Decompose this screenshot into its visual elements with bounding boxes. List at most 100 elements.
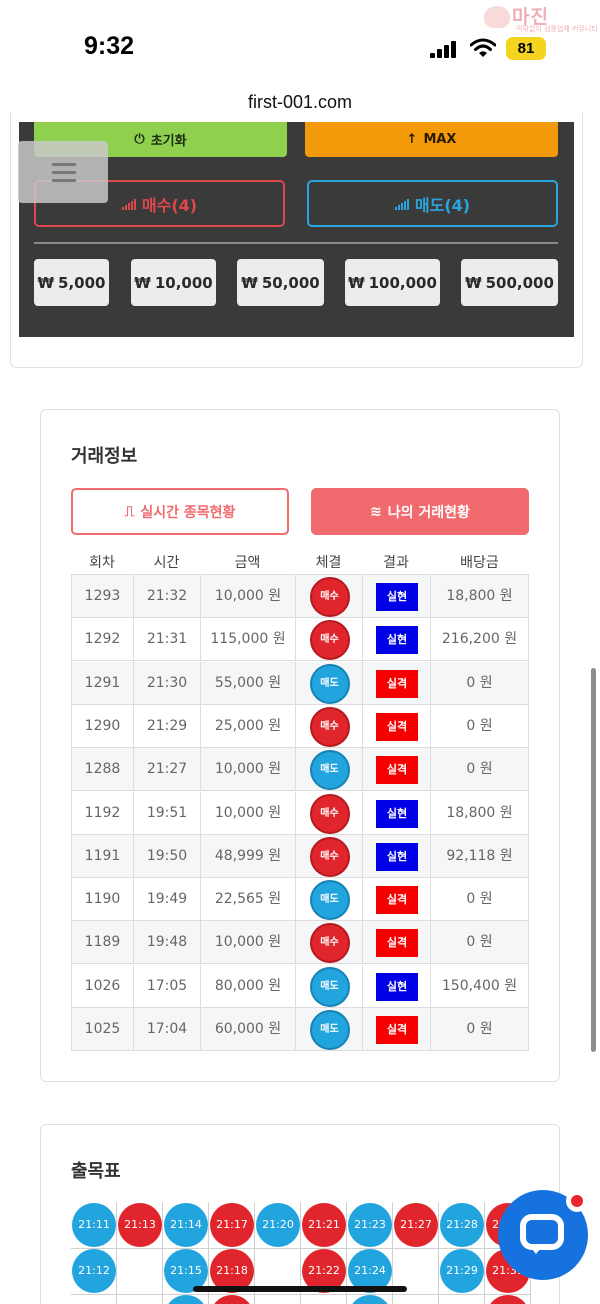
watermark-subtitle: 먹튀없이 검증업체 커뮤니티: [516, 25, 598, 33]
history-result-circle: [486, 1295, 530, 1304]
chat-icon-tail: [528, 1244, 544, 1254]
cell-side: 매도: [296, 1008, 363, 1051]
cell-side: 매도: [296, 964, 363, 1008]
sell-badge: 매도: [309, 966, 350, 1007]
cell-time: 17:05: [134, 964, 201, 1008]
won-icon: ₩: [348, 273, 365, 292]
cell-amount: 80,000 원: [201, 964, 296, 1008]
cell-round: 1293: [72, 575, 134, 618]
cell-payout: 0 원: [466, 717, 493, 734]
cell-amount: 60,000 원: [201, 1008, 296, 1051]
cell-time: 19:51: [134, 791, 201, 835]
cell-amount: 10,000 원: [201, 921, 296, 965]
cell-round: 1288: [72, 748, 134, 792]
tab-mine-label: 나의 거래현황: [387, 504, 470, 521]
address-bar[interactable]: first-001.com: [247, 92, 353, 112]
cell-side: 매도: [296, 748, 363, 792]
realized-badge: 실현: [376, 799, 418, 828]
cell-result: 실현: [363, 575, 431, 618]
notification-dot: [566, 1190, 588, 1212]
history-result-circle: 21:29: [440, 1249, 484, 1293]
cell-side: 매수: [296, 834, 363, 878]
won-icon: ₩: [465, 273, 482, 292]
cell-side: 매수: [296, 791, 363, 835]
grid-column-line: [163, 1202, 209, 1304]
history-result-circle: 21:22: [302, 1249, 346, 1293]
cell-payout: 216,200 원: [441, 631, 518, 648]
signal-bars-icon: [121, 198, 136, 210]
won-icon: ₩: [241, 273, 258, 292]
amount-button-10000[interactable]: ₩ 10,000: [131, 259, 216, 306]
buy-badge: 매수: [309, 793, 350, 834]
table-row: 1288 21:27 10,000 원 매도 실격 0 원: [72, 748, 528, 792]
grid-column-line: [117, 1202, 163, 1304]
history-result-circle: 21:27: [394, 1203, 438, 1247]
buy-badge: 매수: [309, 923, 350, 964]
home-indicator[interactable]: [193, 1286, 407, 1292]
cell-round: 1026: [72, 964, 134, 1008]
cell-time: 21:29: [134, 704, 201, 748]
realized-badge: 실현: [376, 626, 418, 655]
battery-indicator: 81: [506, 37, 546, 60]
table-row: 1026 17:05 80,000 원 매도 실현 150,400 원: [72, 964, 528, 1008]
history-result-circle: 21:13: [118, 1203, 162, 1247]
amount-button-100000[interactable]: ₩ 100,000: [345, 259, 440, 306]
cell-result: 실현: [363, 834, 431, 878]
tab-live-status[interactable]: ⎍ 실시간 종목현황: [71, 488, 289, 535]
history-result-circle: 21:17: [210, 1203, 254, 1247]
column-header-result: 결과: [383, 555, 409, 571]
cell-time: 17:04: [134, 1008, 201, 1051]
menu-toggle-button[interactable]: [18, 141, 108, 203]
cell-result: 실격: [363, 704, 431, 748]
cell-amount: 10,000 원: [201, 575, 296, 618]
history-result-circle: 21:11: [72, 1203, 116, 1247]
cell-amount: 115,000 원: [201, 618, 296, 662]
table-row: 1190 19:49 22,565 원 매도 실격 0 원: [72, 878, 528, 922]
cell-amount: 10,000 원: [201, 748, 296, 792]
failed-badge: 실격: [376, 886, 418, 915]
amount-label: 5,000: [58, 273, 106, 292]
amount-button-500000[interactable]: ₩ 500,000: [461, 259, 558, 306]
table-row: 1191 19:50 48,999 원 매수 실현 92,118 원: [72, 834, 528, 878]
wifi-icon: [470, 38, 496, 57]
cell-payout: 0 원: [466, 761, 493, 778]
tab-live-label: 실시간 종목현황: [140, 504, 236, 521]
realized-badge: 실현: [376, 972, 418, 1001]
failed-badge: 실격: [376, 669, 418, 698]
cell-amount: 25,000 원: [201, 704, 296, 748]
table-row: 1189 19:48 10,000 원 매수 실격 0 원: [72, 921, 528, 965]
grid-column-line: [255, 1202, 301, 1304]
cell-time: 19:50: [134, 834, 201, 878]
cell-round: 1191: [72, 834, 134, 878]
sell-badge: 매도: [309, 880, 350, 921]
cell-round: 1292: [72, 618, 134, 662]
amount-button-50000[interactable]: ₩ 50,000: [237, 259, 324, 306]
amount-label: 500,000: [485, 273, 554, 292]
history-title: 출목표: [71, 1161, 121, 1182]
cell-result: 실격: [363, 921, 431, 965]
cell-time: 21:30: [134, 661, 201, 705]
scrollbar[interactable]: [591, 668, 596, 1052]
table-row: 1025 17:04 60,000 원 매도 실격 0 원: [72, 1008, 528, 1051]
sell-button[interactable]: 매도(4): [307, 180, 558, 227]
status-bar: 9:32 마진 먹튀없이 검증업체 커뮤니티 81: [0, 0, 600, 88]
cell-round: 1190: [72, 878, 134, 922]
cell-amount: 10,000 원: [201, 791, 296, 835]
max-button[interactable]: ↑ MAX: [305, 122, 558, 157]
status-time: 9:32: [84, 32, 135, 60]
cell-side: 매수: [296, 921, 363, 965]
cell-payout: 18,800 원: [446, 588, 513, 604]
amount-label: 50,000: [261, 273, 320, 292]
buy-button[interactable]: 매수(4): [34, 180, 285, 227]
waves-icon: ≋: [370, 503, 382, 520]
cell-payout: 150,400 원: [441, 977, 518, 994]
sell-label: 매도(4): [414, 195, 471, 215]
cell-payout: 0 원: [466, 1021, 493, 1037]
column-header-side: 체결: [315, 555, 342, 571]
tab-my-trades[interactable]: ≋ 나의 거래현황: [311, 488, 529, 535]
watermark-title: 마진: [512, 6, 549, 28]
trade-table: 1293 21:32 10,000 원 매수 실현 18,800 원 1292 21:31 11…: [71, 574, 529, 1051]
cell-amount: 55,000 원: [201, 661, 296, 705]
cell-side: 매수: [296, 575, 363, 618]
amount-button-5000[interactable]: ₩ 5,000: [34, 259, 109, 306]
